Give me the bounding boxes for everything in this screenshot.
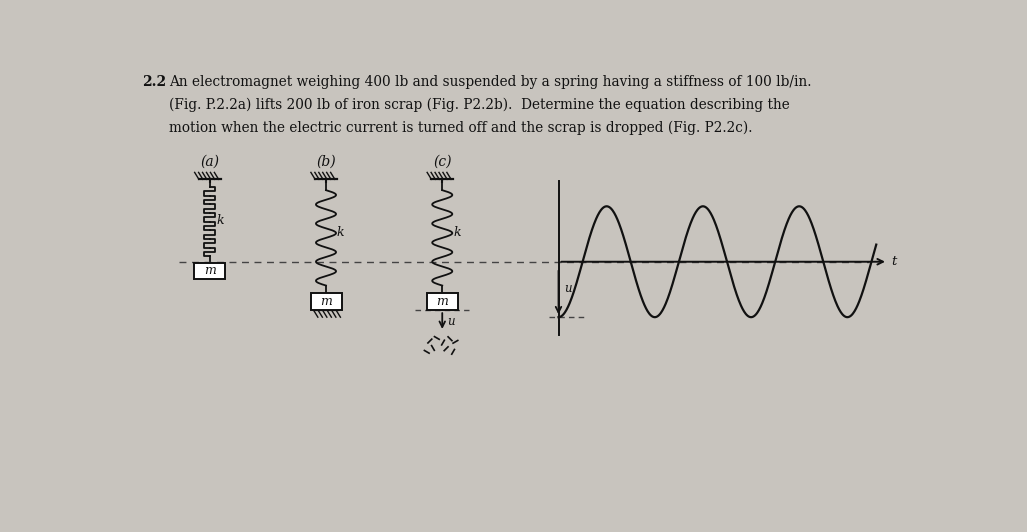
Text: An electromagnet weighing 400 lb and suspended by a spring having a stiffness of: An electromagnet weighing 400 lb and sus… — [168, 74, 811, 89]
Text: k: k — [337, 226, 344, 239]
Text: (b): (b) — [316, 155, 336, 169]
Text: u: u — [564, 282, 572, 295]
Text: (a): (a) — [200, 155, 219, 169]
Text: (c): (c) — [433, 155, 452, 169]
Text: k: k — [217, 214, 224, 227]
Bar — [427, 293, 458, 310]
Text: m: m — [436, 295, 448, 308]
Bar — [310, 293, 342, 310]
Text: k: k — [453, 226, 461, 239]
Text: (Fig. P.2.2a) lifts 200 lb of iron scrap (Fig. P2.2b).  Determine the equation d: (Fig. P.2.2a) lifts 200 lb of iron scrap… — [168, 98, 790, 112]
Text: t: t — [891, 255, 898, 268]
Bar — [194, 262, 225, 279]
Text: m: m — [203, 264, 216, 278]
Text: m: m — [320, 295, 332, 308]
Text: 2.2: 2.2 — [143, 74, 166, 89]
Text: u: u — [448, 314, 455, 328]
Text: motion when the electric current is turned off and the scrap is dropped (Fig. P2: motion when the electric current is turn… — [168, 121, 752, 135]
